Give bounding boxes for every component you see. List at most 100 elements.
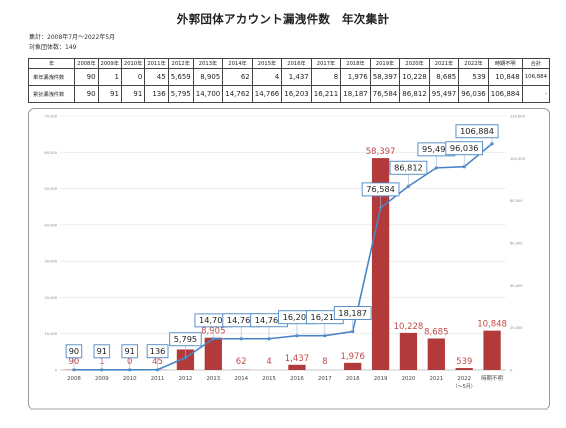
line-label-box	[169, 332, 202, 347]
bar	[371, 158, 390, 370]
table-cell: 136	[144, 85, 169, 103]
table-cell: 91	[97, 85, 122, 103]
table-cell: 62	[222, 68, 253, 86]
x-tick-label: 2022	[457, 376, 471, 382]
bar-label: 8,685	[424, 327, 448, 337]
bar	[399, 332, 418, 370]
y-left-tick-label: 50,000	[44, 187, 57, 191]
y-right-tick-label: 120,000	[510, 115, 526, 119]
summary-table: 年 2008年 2009年 2010年 2011年 2012年 2013年 2014年 201…	[27, 58, 551, 103]
table-cell: 8	[310, 68, 342, 86]
y-left-tick-label: 30,000	[44, 260, 57, 264]
table-header-year: 2022年	[458, 58, 489, 69]
bar-label: 1,976	[341, 352, 365, 362]
line-label: 14,762	[227, 315, 256, 325]
x-tick-label: 2011	[151, 376, 165, 382]
line-label: 106,884	[460, 126, 494, 136]
bar-label: 58,397	[366, 147, 396, 157]
table-cell: -	[521, 85, 551, 103]
line-label-box	[389, 160, 428, 175]
x-tick-label: 2020	[402, 376, 416, 382]
period-label: 集計：2008年7月～2022年5月	[29, 34, 116, 41]
line-point	[462, 165, 466, 169]
chart-svg: 0 10,000 20,000 30,000 40,000 50,000 60,000 70,…	[44, 115, 526, 391]
y-right-tick-label: 80,000	[510, 199, 523, 203]
bar	[483, 330, 501, 370]
table-header-year: 2018年	[340, 58, 371, 69]
table-cell: 45	[144, 68, 169, 86]
line-label: 96,036	[450, 143, 479, 153]
y-left-tick-label: 20,000	[44, 296, 57, 300]
table-header-year: 2010年	[120, 58, 146, 69]
x-tick-label: 2012	[179, 376, 193, 382]
table-cell: 96,036	[458, 85, 489, 103]
line-label-box	[455, 124, 499, 139]
bar-label: 1,437	[285, 354, 309, 364]
table-header-year: 2008年	[74, 58, 99, 69]
table-header-year: 2011年	[144, 58, 169, 69]
line-label-box	[333, 306, 372, 320]
line-label: 14,700	[199, 315, 228, 325]
y-right-tick-label: 40,000	[510, 284, 523, 288]
table-header-year: 2020年	[399, 58, 430, 69]
cumulative-line	[73, 143, 493, 371]
y-right-tick-label: 100,000	[510, 157, 526, 161]
table-header-year: 2017年	[310, 58, 342, 69]
table-header-year: 2012年	[167, 58, 194, 69]
target-count-label: 対象団体数：149	[29, 44, 77, 51]
table-header-year: 2009年	[97, 58, 122, 69]
x-tick-label: 2010	[123, 376, 137, 382]
line-label-box	[93, 344, 111, 359]
bar-label: 10,228	[394, 322, 424, 332]
line-label: 91	[124, 346, 134, 356]
table-cell: 18,187	[340, 85, 371, 103]
x-tick-label: 2014	[234, 376, 248, 382]
table-cell: 14,762	[222, 85, 253, 103]
bar-label: 8	[322, 357, 327, 367]
bar-label: 10,848	[477, 320, 507, 330]
table-cell: 5,659	[167, 68, 194, 86]
line-label: 76,584	[366, 184, 395, 194]
x-tick-label: 2009	[95, 376, 109, 382]
table-cell: 5,795	[167, 85, 194, 103]
x-tick-label: 時期不明	[481, 375, 503, 382]
table-header-year: 2014年	[222, 58, 253, 69]
line-label: 90	[69, 346, 79, 356]
table-cell: 106,884	[521, 68, 551, 86]
bar-label: 62	[236, 357, 247, 367]
table-cell: 0	[120, 68, 146, 86]
table-cell: 1,976	[340, 68, 371, 86]
table-cell: 90	[74, 85, 99, 103]
x-tick-label: 2013	[206, 376, 220, 382]
table-row-label: 累計漏洩件数	[27, 85, 76, 103]
y-right-tick-label: 0	[510, 369, 513, 373]
line-label: 95,497	[422, 144, 451, 154]
line-label: 14,766	[255, 315, 284, 325]
x-tick-label: 2021	[429, 376, 443, 382]
line-label: 16,203	[283, 312, 312, 322]
chart-frame	[28, 108, 550, 410]
table-cell: 76,584	[369, 85, 401, 103]
line-label-box	[65, 344, 83, 359]
y-left-tick-label: 40,000	[44, 223, 57, 227]
table-cell: 1,437	[281, 68, 312, 86]
table-row: 累計漏洩件数 90 91 91 136 5,795 14,700 14,762 14,766 16…	[27, 85, 551, 103]
table-header-year: 2019年	[369, 58, 401, 69]
table-row: 単年漏洩件数 90 1 0 45 5,659 8,905 62 4 1,437 8 1,976 58,3…	[27, 68, 551, 86]
table-cell: 14,700	[192, 85, 224, 103]
table-header-year: 2021年	[428, 58, 460, 69]
table-header-year: 合計	[521, 58, 551, 69]
y-right-tick-label: 20,000	[510, 326, 523, 330]
table-cell: 58,397	[369, 68, 401, 86]
table-cell: 10,228	[399, 68, 430, 86]
bar	[288, 364, 306, 370]
line-label-box	[146, 344, 169, 359]
y-right-tick-label: 60,000	[510, 242, 523, 246]
y-left-tick-label: 60,000	[44, 151, 57, 155]
frame-shadow	[30, 408, 548, 410]
table-cell: 1	[97, 68, 122, 86]
x-tick-label: 2019	[374, 376, 388, 382]
table-row-label: 単年漏洩件数	[27, 68, 76, 86]
bar-label: 4	[266, 357, 271, 367]
table-cell: 14,766	[251, 85, 283, 103]
